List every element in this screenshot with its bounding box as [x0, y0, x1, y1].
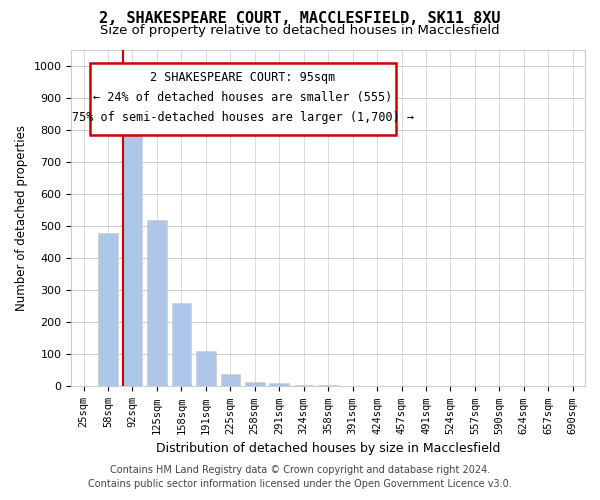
Text: ← 24% of detached houses are smaller (555): ← 24% of detached houses are smaller (55…	[94, 91, 392, 104]
Bar	[294, 385, 313, 386]
Bar	[122, 120, 142, 386]
Text: 2 SHAKESPEARE COURT: 95sqm: 2 SHAKESPEARE COURT: 95sqm	[151, 71, 335, 84]
Bar	[245, 382, 265, 386]
Bar	[172, 303, 191, 386]
Bar	[147, 220, 167, 386]
X-axis label: Distribution of detached houses by size in Macclesfield: Distribution of detached houses by size …	[156, 442, 500, 455]
Bar	[196, 351, 215, 386]
Text: Contains HM Land Registry data © Crown copyright and database right 2024.
Contai: Contains HM Land Registry data © Crown c…	[88, 465, 512, 489]
Bar	[269, 383, 289, 386]
Bar	[221, 374, 240, 386]
Text: 2, SHAKESPEARE COURT, MACCLESFIELD, SK11 8XU: 2, SHAKESPEARE COURT, MACCLESFIELD, SK11…	[99, 11, 501, 26]
Text: Size of property relative to detached houses in Macclesfield: Size of property relative to detached ho…	[100, 24, 500, 37]
Bar	[98, 232, 118, 386]
Text: 75% of semi-detached houses are larger (1,700) →: 75% of semi-detached houses are larger (…	[72, 111, 414, 124]
Y-axis label: Number of detached properties: Number of detached properties	[15, 125, 28, 311]
